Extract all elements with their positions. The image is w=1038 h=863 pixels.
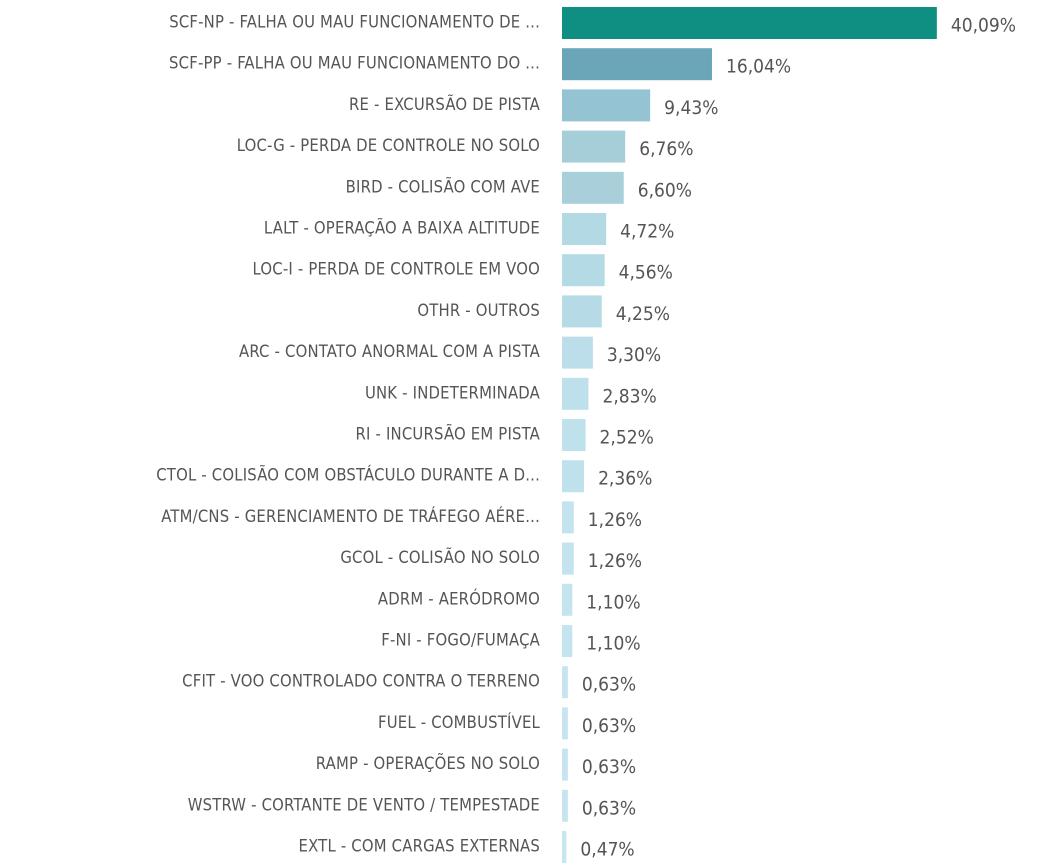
- value-label: 40,09%: [951, 15, 1016, 37]
- bar: [562, 831, 567, 863]
- bar: [562, 501, 574, 534]
- category-label: CFIT - VOO CONTROLADO CONTRA O TERRENO: [182, 672, 540, 691]
- category-label: RI - INCURSÃO EM PISTA: [356, 425, 541, 444]
- value-label: 4,25%: [616, 303, 670, 325]
- value-label: 2,83%: [602, 385, 656, 407]
- category-label: LOC-G - PERDA DE CONTROLE NO SOLO: [237, 136, 540, 155]
- bar: [562, 213, 607, 245]
- bar: [562, 583, 573, 616]
- value-label: 1,26%: [588, 550, 642, 572]
- category-label: GCOL - COLISÃO NO SOLO: [340, 548, 540, 567]
- bar: [562, 171, 624, 204]
- category-label: CTOL - COLISÃO COM OBSTÁCULO DURANTE A D…: [156, 466, 540, 485]
- bar: [562, 254, 605, 287]
- category-label: LALT - OPERAÇÃO A BAIXA ALTITUDE: [264, 219, 540, 238]
- bar: [562, 789, 568, 822]
- value-label: 16,04%: [726, 56, 791, 78]
- category-label: SCF-PP - FALHA OU MAU FUNCIONAMENTO DO .…: [169, 54, 540, 73]
- category-label: FUEL - COMBUSTÍVEL: [378, 713, 541, 732]
- bar: [562, 748, 568, 781]
- bar: [562, 460, 585, 493]
- category-label: ARC - CONTATO ANORMAL COM A PISTA: [239, 342, 541, 361]
- value-label: 1,26%: [588, 509, 642, 531]
- value-label: 1,10%: [586, 633, 640, 655]
- bar: [562, 419, 586, 451]
- bar: [562, 625, 573, 657]
- category-label: BIRD - COLISÃO COM AVE: [346, 177, 540, 196]
- bar: [562, 7, 937, 39]
- category-label: EXTL - COM CARGAS EXTERNAS: [299, 837, 540, 856]
- category-label: RAMP - OPERAÇÕES NO SOLO: [316, 754, 540, 773]
- value-label: 6,60%: [638, 179, 692, 201]
- value-label: 1,10%: [586, 591, 640, 613]
- bar: [562, 295, 602, 328]
- category-label: ADRM - AERÓDROMO: [378, 589, 540, 608]
- value-label: 2,36%: [598, 468, 652, 490]
- bar: [562, 48, 712, 81]
- category-label: SCF-NP - FALHA OU MAU FUNCIONAMENTO DE .…: [169, 13, 540, 32]
- bar: [562, 542, 574, 575]
- value-label: 6,76%: [639, 138, 693, 160]
- category-label: F-NI - FOGO/FUMAÇA: [381, 631, 540, 650]
- value-label: 0,63%: [582, 674, 636, 696]
- category-label: OTHR - OUTROS: [417, 301, 540, 320]
- value-label: 0,63%: [582, 715, 636, 737]
- value-label: 4,72%: [620, 221, 674, 243]
- category-label: ATM/CNS - GERENCIAMENTO DE TRÁFEGO AÉRE.…: [161, 507, 540, 526]
- category-label: RE - EXCURSÃO DE PISTA: [349, 95, 541, 114]
- value-label: 4,56%: [619, 262, 673, 284]
- value-label: 3,30%: [607, 344, 661, 366]
- bar: [562, 336, 593, 369]
- bar: [562, 666, 568, 699]
- value-label: 9,43%: [664, 97, 718, 119]
- category-label: UNK - INDETERMINADA: [365, 383, 541, 402]
- category-label: LOC-I - PERDA DE CONTROLE EM VOO: [252, 260, 540, 279]
- bar: [562, 89, 651, 122]
- bar: [562, 377, 589, 410]
- value-label: 0,63%: [582, 756, 636, 778]
- bar: [562, 707, 568, 740]
- value-label: 2,52%: [600, 427, 654, 449]
- bar: [562, 130, 626, 163]
- value-label: 0,63%: [582, 797, 636, 819]
- value-label: 0,47%: [580, 839, 634, 861]
- category-label: WSTRW - CORTANTE DE VENTO / TEMPESTADE: [188, 795, 540, 814]
